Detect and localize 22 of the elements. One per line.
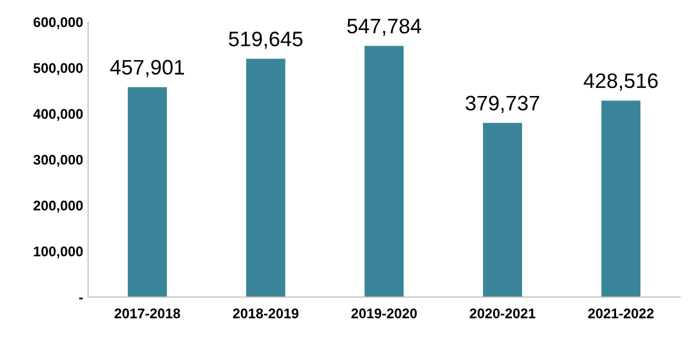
- y-tick-label: 400,000: [33, 108, 83, 121]
- x-tick-label: 2019-2020: [351, 308, 417, 318]
- bar: [364, 46, 404, 298]
- y-tick-label: -: [79, 298, 83, 300]
- y-tick-label: 200,000: [34, 200, 83, 213]
- x-tick-label: 2018-2019: [233, 308, 298, 318]
- bar: [128, 87, 167, 298]
- y-tick-label: 600,000: [34, 17, 83, 30]
- x-tick-label: 2021-2022: [588, 308, 654, 318]
- data-label: 547,784: [347, 18, 422, 36]
- data-label: 519,645: [228, 32, 303, 49]
- bar: [246, 58, 286, 298]
- data-label: 428,516: [584, 73, 658, 91]
- x-tick-label: 2017-2018: [114, 308, 180, 318]
- x-tick-label: 2020-2021: [470, 308, 536, 318]
- bar: [482, 122, 522, 298]
- y-tick-label: 300,000: [33, 154, 83, 167]
- data-label: 457,901: [110, 60, 184, 78]
- bar: [601, 100, 640, 298]
- y-tick-label: 500,000: [34, 63, 83, 75]
- data-label: 379,737: [466, 96, 540, 113]
- y-tick-label: 100,000: [34, 246, 83, 258]
